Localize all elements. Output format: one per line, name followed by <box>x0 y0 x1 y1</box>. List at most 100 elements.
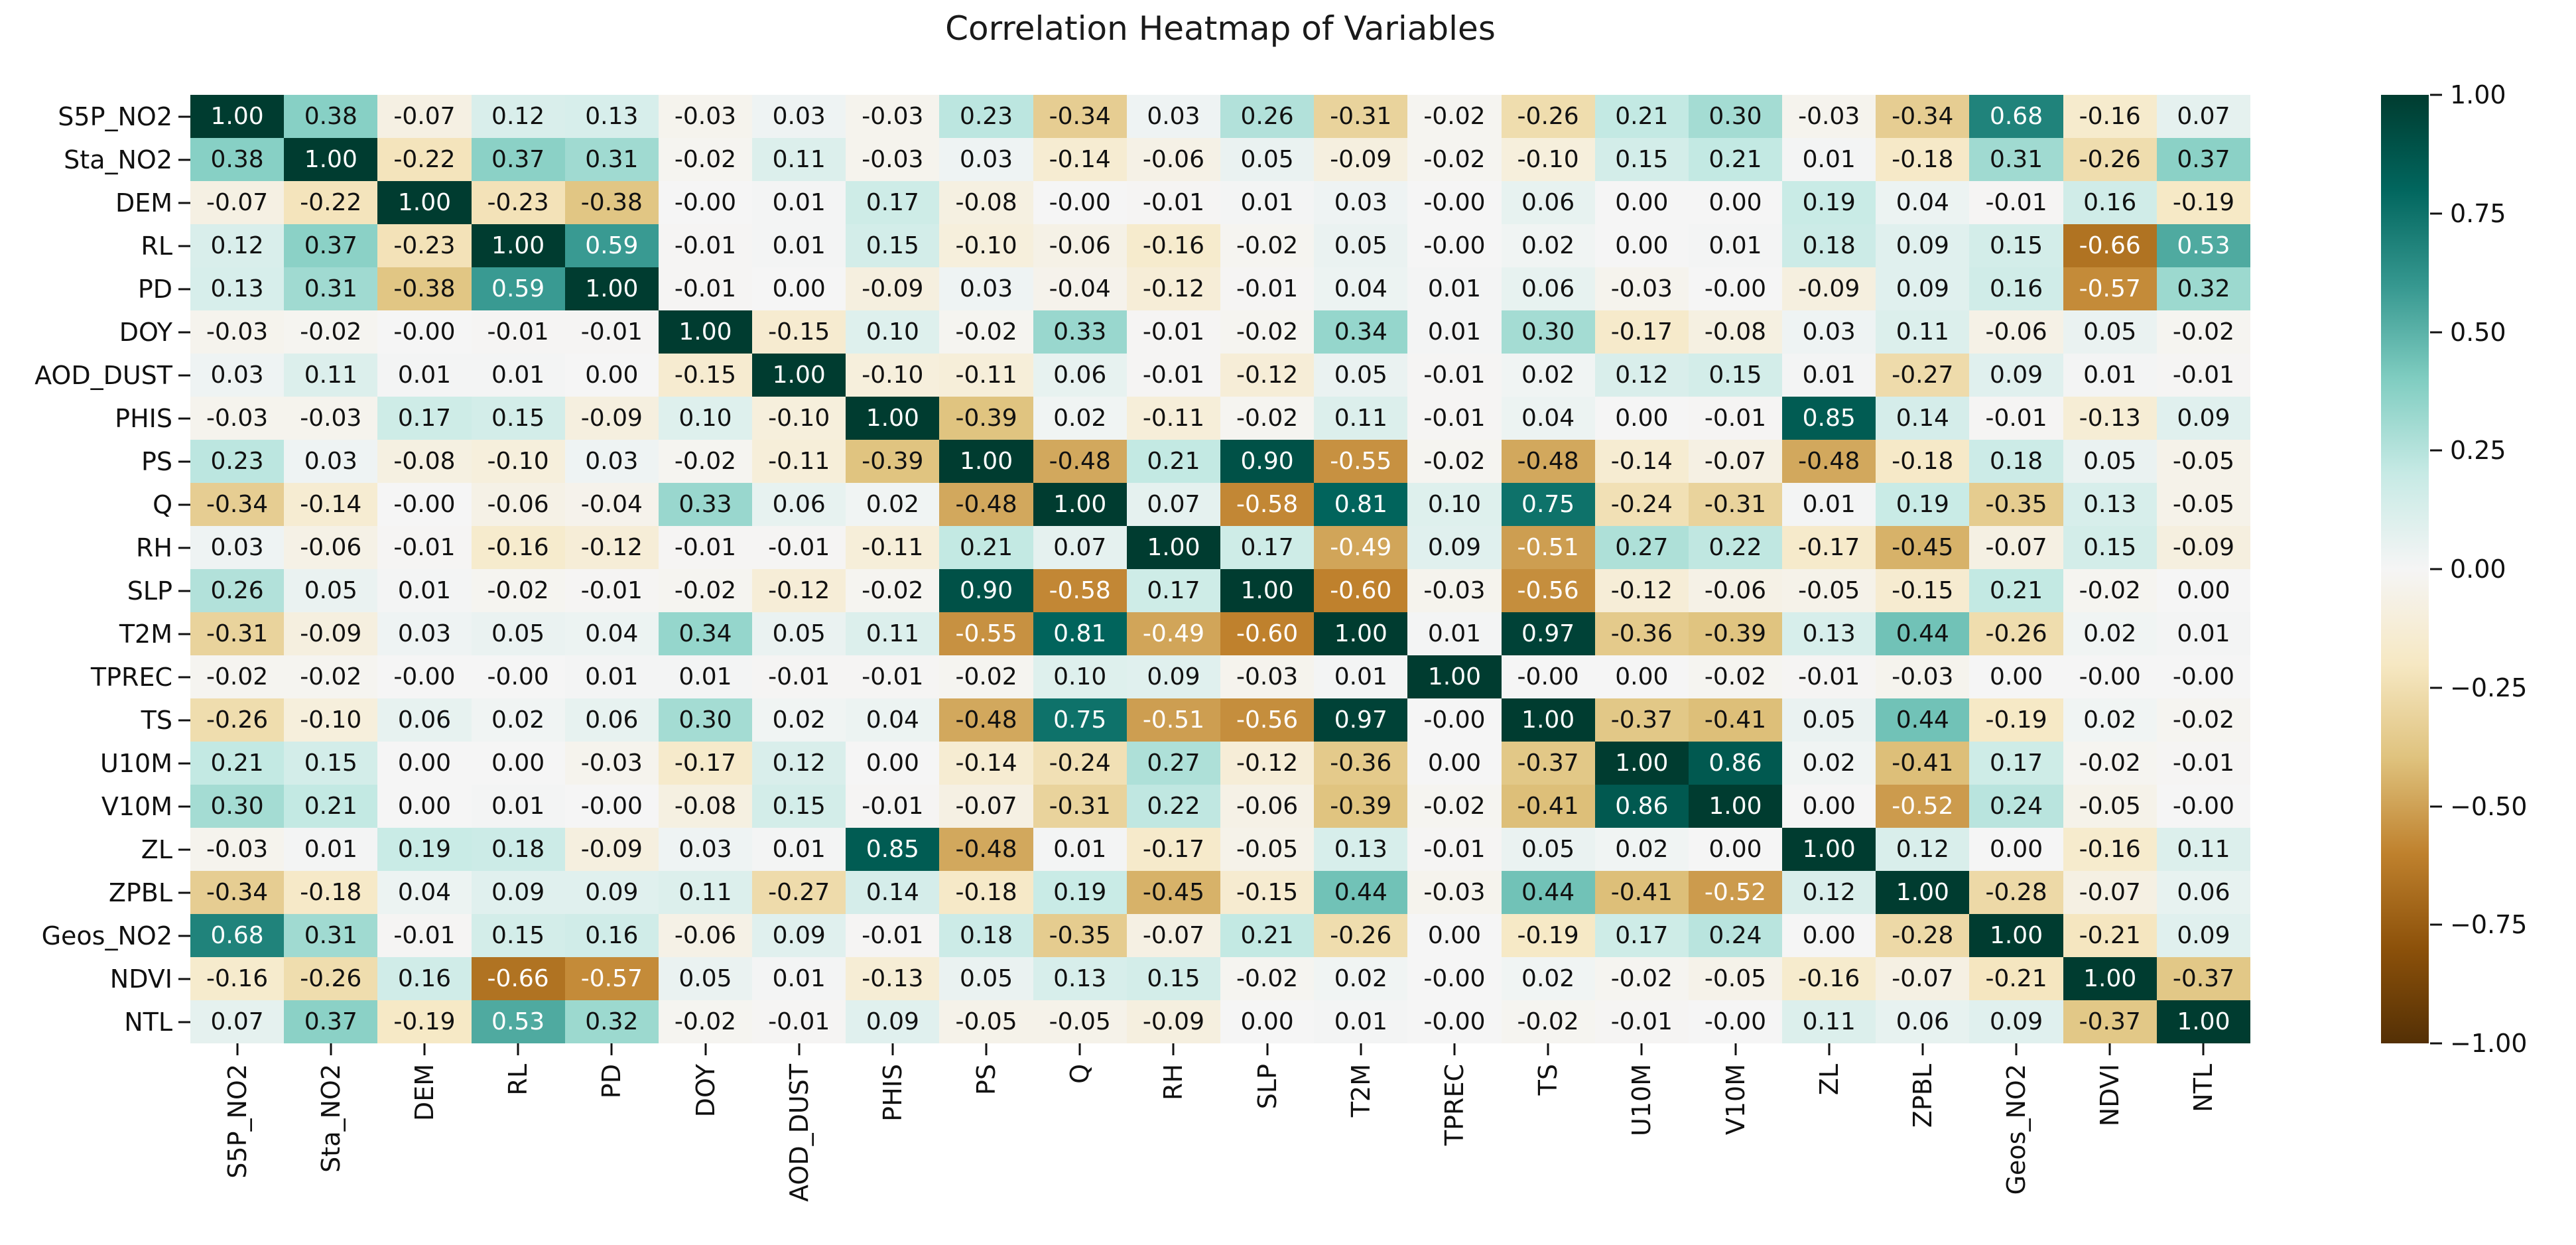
heatmap-cell: -0.56 <box>1501 569 1595 612</box>
heatmap-cell: 0.32 <box>564 1000 659 1043</box>
heatmap-cell: -0.48 <box>1501 440 1595 483</box>
heatmap-cell: 0.17 <box>1220 526 1315 569</box>
heatmap-cell: 0.01 <box>1033 828 1127 871</box>
heatmap-cell: 0.00 <box>1969 655 2063 698</box>
heatmap-cell: 0.00 <box>846 742 940 785</box>
x-tick-label: PD <box>597 1064 627 1099</box>
heatmap-cell: -0.00 <box>2063 655 2157 698</box>
heatmap-cell: -0.58 <box>1220 483 1315 526</box>
heatmap-cell: -0.18 <box>1876 440 1970 483</box>
heatmap-cell: -0.02 <box>1407 95 1502 138</box>
heatmap-cell: 0.01 <box>2156 612 2250 655</box>
heatmap-cell: 0.01 <box>752 828 846 871</box>
heatmap-cell: -0.00 <box>1033 181 1127 224</box>
heatmap-cell: 0.09 <box>564 871 659 914</box>
heatmap-cell: -0.12 <box>1220 354 1315 397</box>
heatmap-cell: -0.23 <box>471 181 565 224</box>
heatmap-cell: 1.00 <box>564 267 659 310</box>
heatmap-cell: -0.02 <box>846 569 940 612</box>
heatmap-cell: -0.05 <box>2156 440 2250 483</box>
heatmap-cell: 0.26 <box>1220 95 1315 138</box>
heatmap-cell: -0.01 <box>1688 397 1783 440</box>
y-tick-mark <box>178 676 190 678</box>
heatmap-cell: -0.06 <box>1969 310 2063 354</box>
heatmap-cell: 0.07 <box>1033 526 1127 569</box>
heatmap-cell: -0.02 <box>658 1000 753 1043</box>
x-tick-label: U10M <box>1627 1064 1657 1136</box>
heatmap-cell: 0.06 <box>1876 1000 1970 1043</box>
heatmap-cell: 0.04 <box>564 612 659 655</box>
heatmap-cell: -0.02 <box>190 655 285 698</box>
heatmap-cell: 0.02 <box>1594 828 1689 871</box>
heatmap-cell: 0.05 <box>2063 440 2157 483</box>
heatmap-cell: 0.07 <box>2156 95 2250 138</box>
x-tick-label: ZL <box>1814 1064 1844 1096</box>
heatmap-cell: -0.21 <box>1969 957 2063 1000</box>
heatmap-cell: 0.97 <box>1314 698 1408 742</box>
heatmap-cell: -0.39 <box>1688 612 1783 655</box>
heatmap-cell: -0.01 <box>846 914 940 957</box>
heatmap-cell: -0.01 <box>1782 655 1876 698</box>
heatmap-cell: -0.00 <box>1501 655 1595 698</box>
heatmap-cell: -0.06 <box>1126 138 1220 181</box>
heatmap-cell: 0.09 <box>471 871 565 914</box>
heatmap-cell: -0.37 <box>1501 742 1595 785</box>
x-tick-mark <box>985 1043 988 1055</box>
heatmap-cell: -0.31 <box>1033 785 1127 828</box>
heatmap-cell: 0.15 <box>1126 957 1220 1000</box>
heatmap-cell: 0.24 <box>1969 785 2063 828</box>
heatmap-cell: 0.07 <box>1126 483 1220 526</box>
heatmap-cell: 0.03 <box>939 138 1033 181</box>
heatmap-cell: 0.04 <box>846 698 940 742</box>
x-tick-label: DEM <box>409 1064 439 1122</box>
heatmap-cell: -0.02 <box>1220 397 1315 440</box>
heatmap-cell: 0.06 <box>377 698 472 742</box>
heatmap-cell: 0.06 <box>2156 871 2250 914</box>
heatmap-cell: 0.00 <box>1594 181 1689 224</box>
heatmap-cell: -0.04 <box>564 483 659 526</box>
heatmap-cell: 0.01 <box>2063 354 2157 397</box>
heatmap-cell: 0.13 <box>1782 612 1876 655</box>
heatmap-cell: -0.09 <box>1314 138 1408 181</box>
heatmap-cell: 1.00 <box>939 440 1033 483</box>
x-tick-mark <box>1734 1043 1736 1055</box>
x-tick-label: PS <box>972 1064 1001 1096</box>
heatmap-cell: -0.57 <box>564 957 659 1000</box>
heatmap-cell: -0.15 <box>1220 871 1315 914</box>
heatmap-cell: 0.01 <box>1782 354 1876 397</box>
heatmap-cell: -0.02 <box>1407 138 1502 181</box>
heatmap-cell: -0.02 <box>1220 224 1315 267</box>
colorbar-tick-label: 0.25 <box>2450 436 2506 466</box>
heatmap-cell: 0.09 <box>2156 914 2250 957</box>
heatmap-cell: -0.11 <box>752 440 846 483</box>
heatmap-cell: 0.02 <box>1501 354 1595 397</box>
heatmap-cell: 0.09 <box>752 914 846 957</box>
heatmap-cell: 0.03 <box>190 354 285 397</box>
x-tick-label: Sta_NO2 <box>316 1064 346 1173</box>
heatmap-cell: 1.00 <box>2156 1000 2250 1043</box>
heatmap-cell: -0.15 <box>658 354 753 397</box>
x-tick-mark <box>1172 1043 1175 1055</box>
heatmap-cell: -0.00 <box>2156 785 2250 828</box>
heatmap-cell: 0.37 <box>284 1000 378 1043</box>
heatmap-cell: -0.03 <box>1782 95 1876 138</box>
x-tick-mark <box>704 1043 706 1055</box>
heatmap-cell: 0.85 <box>1782 397 1876 440</box>
heatmap-cell: 0.11 <box>846 612 940 655</box>
y-tick-label: TPREC <box>90 662 172 692</box>
heatmap-cell: 0.33 <box>658 483 753 526</box>
colorbar-tick-label: −1.00 <box>2450 1029 2528 1058</box>
x-tick-label: NDVI <box>2095 1064 2125 1127</box>
colorbar-tick-label: 0.00 <box>2450 555 2506 584</box>
heatmap-cell: -0.01 <box>658 526 753 569</box>
heatmap-cell: 0.21 <box>1594 95 1689 138</box>
heatmap-cell: -0.34 <box>190 871 285 914</box>
heatmap-cell: 0.01 <box>284 828 378 871</box>
heatmap-cell: 0.90 <box>1220 440 1315 483</box>
heatmap-cell: -0.49 <box>1314 526 1408 569</box>
heatmap-cell: -0.01 <box>1407 828 1502 871</box>
heatmap-cell: -0.09 <box>1782 267 1876 310</box>
heatmap-cell: 0.15 <box>1594 138 1689 181</box>
x-tick-mark <box>2015 1043 2018 1055</box>
x-tick-mark <box>1266 1043 1269 1055</box>
